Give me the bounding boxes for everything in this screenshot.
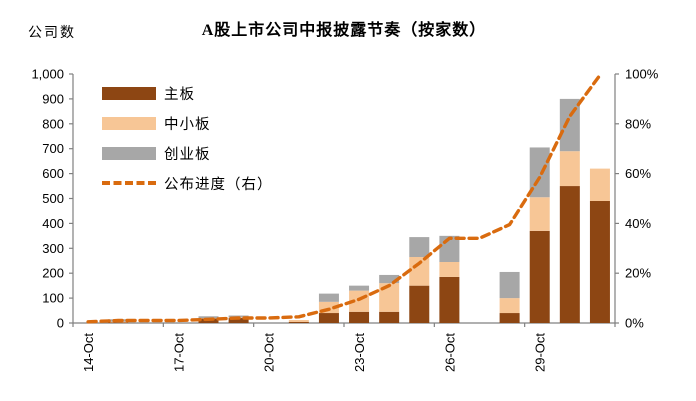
y-left-tick-label: 900: [42, 91, 64, 106]
y-right-tick-label: 80%: [625, 116, 651, 131]
bar-segment-sme_board-29-Oct: [529, 197, 550, 231]
x-axis-tick-label: 26-Oct: [442, 333, 457, 372]
progress-dashed-line-icon: [102, 181, 156, 185]
bar-segment-sme_board-22-Oct: [318, 301, 339, 314]
x-axis-tick-label: 14-Oct: [81, 333, 96, 372]
y-left-tick-label: 400: [42, 216, 64, 231]
legend-label-sme-board: 中小板: [164, 116, 211, 133]
y-right-tick-label: 20%: [625, 266, 651, 281]
x-axis-tick-label: 17-Oct: [171, 333, 186, 372]
bar-segment-main_board-29-Oct: [529, 230, 550, 323]
y-left-tick-label: 100: [42, 291, 64, 306]
bar-segment-main_board-19-Oct: [228, 318, 249, 323]
legend: 主板 中小板 创业板 公布进度（右）: [102, 78, 273, 198]
y-left-tick-label: 700: [42, 141, 64, 156]
bar-segment-sme_board-28-Oct: [499, 298, 520, 314]
chart-title: A股上市公司中报披露节奏（按家数）: [201, 22, 487, 39]
bar-segment-sme_board-24-Oct: [379, 283, 400, 312]
y-left-tick-label: 200: [42, 266, 64, 281]
y-left-tick-label: 800: [42, 116, 64, 131]
bar-segment-chinext_board-30-Oct: [559, 98, 580, 152]
legend-item-progress-line: 公布进度（右）: [102, 168, 273, 198]
bar-segment-chinext_board-18-Oct: [198, 316, 219, 319]
bar-segment-main_board-23-Oct: [349, 311, 370, 323]
x-axis-tick-label: 23-Oct: [352, 333, 367, 372]
bar-segment-main_board-30-Oct: [559, 186, 580, 323]
bar-segment-main_board-26-Oct: [439, 276, 460, 323]
y-right-tick-label: 0%: [625, 316, 644, 331]
bar-segment-chinext_board-28-Oct: [499, 271, 520, 299]
left-axis-unit-label: 公司数: [28, 26, 76, 41]
y-left-tick-label: 600: [42, 166, 64, 181]
legend-item-chinext-board: 创业板: [102, 138, 273, 168]
legend-item-sme-board: 中小板: [102, 108, 273, 138]
bar-segment-chinext_board-23-Oct: [349, 285, 370, 291]
bar-segment-chinext_board-22-Oct: [318, 293, 339, 302]
bar-segment-sme_board-30-Oct: [559, 151, 580, 187]
y-left-tick-label: 0: [57, 316, 64, 331]
progress-line: [86, 73, 602, 324]
bar-segment-main_board-25-Oct: [409, 285, 430, 323]
bar-segment-main_board-28-Oct: [499, 313, 520, 323]
chinext-board-swatch-icon: [102, 146, 156, 160]
x-axis-tick-label: 29-Oct: [533, 333, 548, 372]
bar-segment-sme_board-31-Oct: [589, 168, 610, 201]
y-right-tick-label: 60%: [625, 166, 651, 181]
x-axis-tick-label: 20-Oct: [262, 333, 277, 372]
bar-segment-chinext_board-25-Oct: [409, 237, 430, 258]
y-right-tick-label: 100%: [625, 67, 659, 82]
bar-segment-sme_board-25-Oct: [409, 257, 430, 286]
bar-segment-sme_board-21-Oct: [288, 320, 309, 323]
bar-segment-sme_board-26-Oct: [439, 261, 460, 277]
legend-label-main-board: 主板: [164, 86, 195, 103]
bar-segment-main_board-21-Oct: [288, 322, 309, 323]
y-left-tick-label: 1,000: [31, 67, 64, 82]
y-right-tick-label: 40%: [625, 216, 651, 231]
legend-item-main-board: 主板: [102, 78, 273, 108]
legend-label-chinext-board: 创业板: [164, 146, 211, 163]
bar-segment-main_board-22-Oct: [318, 313, 339, 323]
bar-segment-chinext_board-24-Oct: [379, 274, 400, 284]
bar-segment-main_board-31-Oct: [589, 200, 610, 323]
sme-board-swatch-icon: [102, 116, 156, 130]
y-left-tick-label: 500: [42, 191, 64, 206]
legend-label-progress: 公布进度（右）: [164, 176, 273, 193]
main-board-swatch-icon: [102, 86, 156, 100]
bar-segment-main_board-24-Oct: [379, 311, 400, 323]
y-left-tick-label: 300: [42, 241, 64, 256]
